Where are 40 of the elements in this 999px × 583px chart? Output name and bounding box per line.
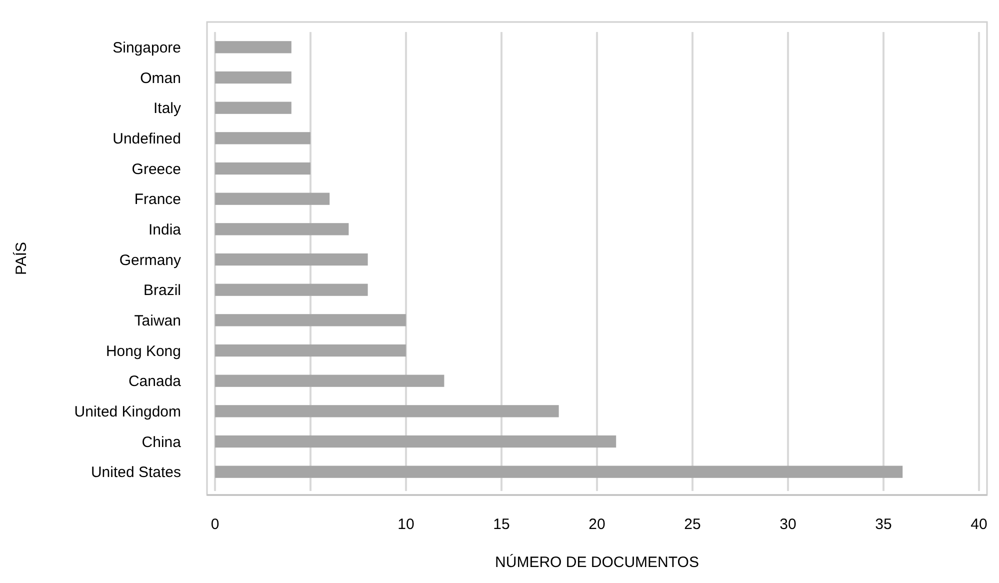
bar	[215, 314, 406, 326]
y-tick-label: Undefined	[112, 130, 181, 148]
y-tick-label: Brazil	[143, 282, 181, 300]
y-tick-label: France	[134, 191, 181, 208]
y-tick-label: Hong Kong	[106, 342, 181, 360]
bar	[215, 374, 444, 387]
y-tick-label: United States	[90, 464, 181, 482]
y-tick-label: Singapore	[112, 39, 181, 56]
bar	[215, 71, 292, 84]
x-tick-label: 20	[588, 516, 606, 533]
y-tick-label: China	[142, 434, 182, 451]
x-tick-label: 15	[493, 516, 510, 533]
bar	[215, 162, 310, 175]
bar	[215, 132, 310, 144]
y-tick-label: Germany	[119, 252, 182, 269]
bar	[215, 284, 368, 296]
y-tick-label: Oman	[140, 70, 181, 87]
y-tick-label: India	[148, 221, 182, 238]
y-tick-label: Italy	[153, 100, 182, 118]
x-tick-label: 35	[875, 516, 892, 533]
bar	[215, 253, 368, 266]
bar	[215, 102, 292, 114]
y-axis-title: PAÍS	[12, 242, 30, 276]
x-axis-title: NÚMERO DE DOCUMENTOS	[495, 553, 699, 571]
x-tick-label: 0	[210, 516, 220, 533]
bar	[215, 223, 349, 236]
bar	[215, 344, 406, 357]
x-tick-label: 25	[684, 516, 701, 533]
bar	[215, 41, 292, 54]
y-tick-label: Taiwan	[134, 312, 181, 330]
x-tick-label: 10	[398, 516, 414, 533]
y-tick-label: United Kingdom	[74, 403, 181, 420]
x-tick-label: 40	[970, 516, 988, 533]
bar	[215, 466, 903, 478]
bar	[215, 192, 330, 205]
bar	[215, 405, 559, 418]
y-tick-label: Greece	[132, 160, 181, 178]
y-tick-label: Canada	[128, 373, 182, 390]
x-tick-label: 30	[780, 516, 796, 533]
bar	[215, 435, 616, 448]
